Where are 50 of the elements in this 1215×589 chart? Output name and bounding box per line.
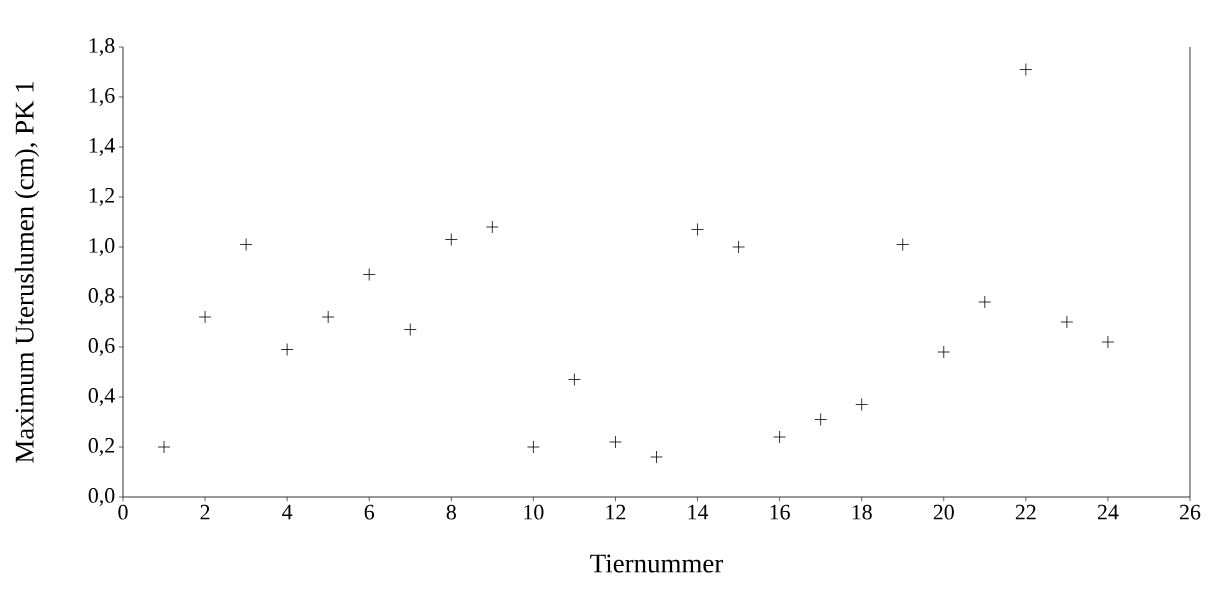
point <box>485 220 499 234</box>
x-tick-label: 26 <box>1179 504 1201 520</box>
y-tick-label: 1,6 <box>89 88 115 106</box>
y-tick-label: 0,4 <box>88 388 115 406</box>
x-tick-label: 2 <box>200 504 210 520</box>
x-tick-label: 10 <box>524 504 544 520</box>
point <box>280 343 294 356</box>
x-tick-label: 24 <box>1097 504 1119 520</box>
point <box>732 240 745 254</box>
x-axis-title: Tiernummer <box>590 554 724 573</box>
point <box>855 398 869 411</box>
x-tick-label: 6 <box>364 504 375 520</box>
x-tick-label: 14 <box>688 504 709 520</box>
x-tick-label: 12 <box>606 504 626 520</box>
point <box>568 373 581 386</box>
point <box>444 233 458 246</box>
point <box>403 323 417 336</box>
point <box>1019 63 1033 76</box>
y-tick-label: 0,2 <box>88 438 115 456</box>
point <box>691 223 704 236</box>
point <box>198 310 212 324</box>
point <box>773 430 787 444</box>
y-tick-label: 1,2 <box>89 188 115 206</box>
point <box>978 295 992 309</box>
x-tick-label: 20 <box>933 504 954 520</box>
y-tick-label: 0,8 <box>88 288 115 306</box>
x-tick-label: 4 <box>282 504 293 520</box>
y-tick-label: 1,8 <box>89 38 115 56</box>
point <box>609 435 622 449</box>
point <box>1060 315 1074 329</box>
point <box>937 345 951 359</box>
y-tick-label: 0,6 <box>88 338 115 356</box>
point <box>362 268 376 281</box>
point <box>896 238 910 251</box>
point <box>1101 335 1115 349</box>
y-tick-label: 1,4 <box>89 138 115 156</box>
x-tick-label: 18 <box>852 504 872 520</box>
x-tick-label: 16 <box>770 504 790 520</box>
y-tick-label: 0,0 <box>88 488 115 506</box>
x-tick-label: 22 <box>1015 504 1036 520</box>
point <box>321 310 335 324</box>
y-tick-label: 1,0 <box>89 238 115 256</box>
point <box>526 440 540 454</box>
point <box>239 238 253 251</box>
point <box>157 440 171 454</box>
point <box>814 413 828 426</box>
x-tick-label: 0 <box>118 504 128 520</box>
y-axis-title: Maximum Uteruslumen (cm), PK 1 <box>14 81 40 463</box>
x-tick-label: 8 <box>446 504 456 520</box>
point <box>650 450 663 464</box>
